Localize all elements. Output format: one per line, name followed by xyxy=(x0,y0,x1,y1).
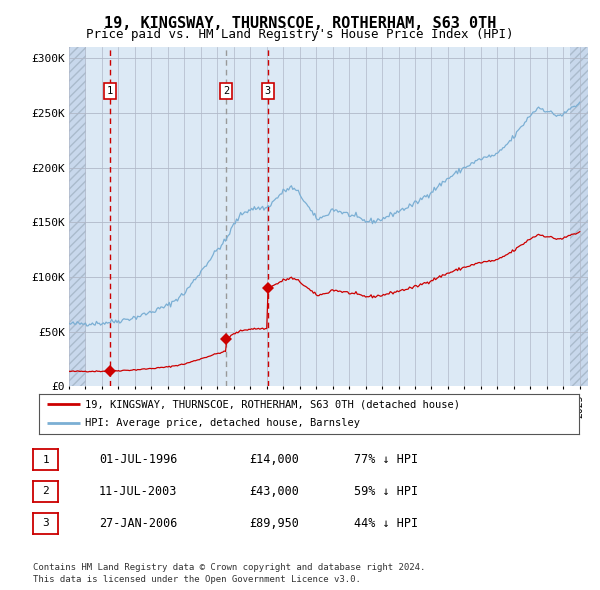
Text: Contains HM Land Registry data © Crown copyright and database right 2024.
This d: Contains HM Land Registry data © Crown c… xyxy=(33,563,425,584)
Text: £14,000: £14,000 xyxy=(249,453,299,466)
Text: 3: 3 xyxy=(42,519,49,528)
Text: 11-JUL-2003: 11-JUL-2003 xyxy=(99,485,178,498)
Text: 01-JUL-1996: 01-JUL-1996 xyxy=(99,453,178,466)
Text: Price paid vs. HM Land Registry's House Price Index (HPI): Price paid vs. HM Land Registry's House … xyxy=(86,28,514,41)
Text: 44% ↓ HPI: 44% ↓ HPI xyxy=(354,517,418,530)
Bar xyxy=(570,47,589,386)
Text: 2: 2 xyxy=(42,487,49,496)
Bar xyxy=(69,47,86,386)
Text: 2: 2 xyxy=(223,86,229,96)
Text: £43,000: £43,000 xyxy=(249,485,299,498)
Text: 19, KINGSWAY, THURNSCOE, ROTHERHAM, S63 0TH: 19, KINGSWAY, THURNSCOE, ROTHERHAM, S63 … xyxy=(104,16,496,31)
Text: 19, KINGSWAY, THURNSCOE, ROTHERHAM, S63 0TH (detached house): 19, KINGSWAY, THURNSCOE, ROTHERHAM, S63 … xyxy=(85,399,460,409)
Text: 77% ↓ HPI: 77% ↓ HPI xyxy=(354,453,418,466)
Text: 27-JAN-2006: 27-JAN-2006 xyxy=(99,517,178,530)
Text: 3: 3 xyxy=(265,86,271,96)
Text: 59% ↓ HPI: 59% ↓ HPI xyxy=(354,485,418,498)
Text: £89,950: £89,950 xyxy=(249,517,299,530)
Text: 1: 1 xyxy=(42,455,49,464)
Text: 1: 1 xyxy=(107,86,113,96)
Text: HPI: Average price, detached house, Barnsley: HPI: Average price, detached house, Barn… xyxy=(85,418,360,428)
